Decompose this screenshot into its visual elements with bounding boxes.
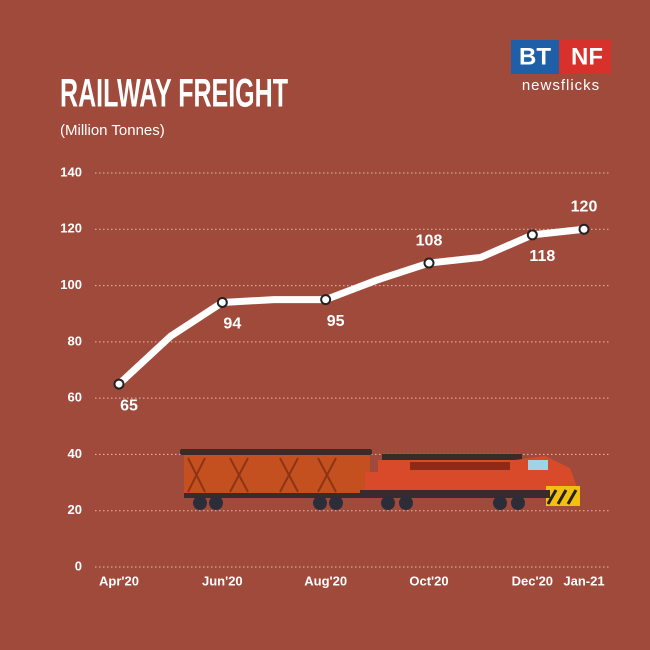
data-label: 108 [416, 232, 443, 249]
x-tick-label: Dec'20 [512, 573, 553, 588]
data-label: 120 [571, 199, 598, 216]
y-tick-label: 40 [68, 446, 82, 461]
data-point [320, 294, 332, 306]
y-tick-label: 140 [60, 164, 82, 179]
data-label: 65 [120, 397, 138, 414]
data-label: 95 [327, 313, 345, 330]
train-illustration [180, 449, 580, 510]
data-point [578, 223, 590, 235]
chart-subtitle: (Million Tonnes) [60, 122, 165, 139]
logo-left-box [511, 40, 559, 74]
x-tick-label: Apr'20 [99, 573, 139, 588]
y-tick-label: 0 [75, 558, 82, 573]
logo: BT NF newsflicks [511, 40, 611, 94]
y-tick-label: 20 [68, 502, 82, 517]
x-tick-label: Jan-21 [563, 573, 604, 588]
data-point [113, 378, 125, 390]
data-line [115, 225, 588, 388]
logo-left: BT [519, 43, 551, 70]
chart-title: RAILWAY FREIGHT [60, 72, 288, 116]
x-tick-label: Oct'20 [409, 573, 448, 588]
data-point [216, 296, 228, 308]
logo-right: NF [571, 43, 603, 70]
data-point [423, 257, 435, 269]
x-tick-label: Aug'20 [304, 573, 347, 588]
data-label: 118 [529, 248, 555, 265]
logo-tagline: newsflicks [522, 77, 600, 94]
data-label: 94 [223, 316, 241, 333]
data-point [526, 229, 538, 241]
x-tick-label: Jun'20 [202, 573, 243, 588]
y-tick-label: 60 [68, 390, 82, 405]
y-tick-label: 80 [68, 333, 82, 348]
y-tick-label: 120 [60, 221, 82, 236]
logo-right-box [559, 40, 611, 74]
y-tick-label: 100 [60, 277, 82, 292]
